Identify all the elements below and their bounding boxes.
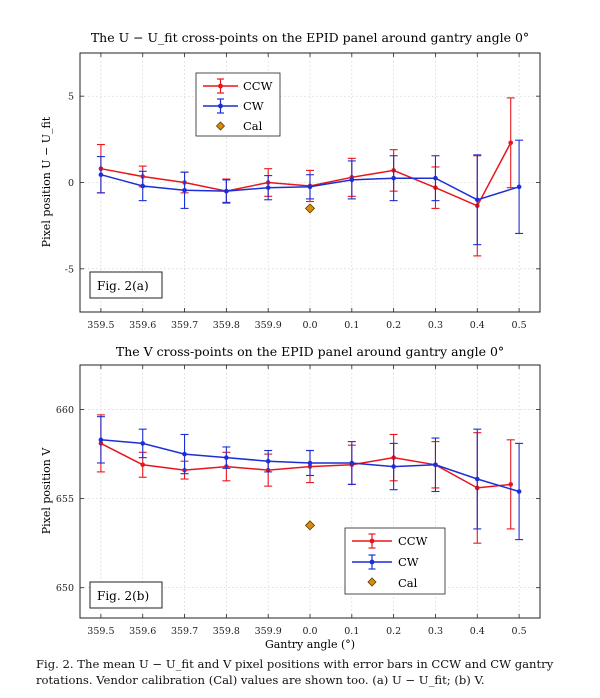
chart-a-cal-point [304, 203, 316, 214]
chart-a-cw-point [349, 177, 355, 183]
chart-a-title: The U − U_fit cross-points on the EPID p… [91, 30, 529, 45]
chart-a-xtick-label: 0.3 [428, 320, 443, 331]
chart-b-cw-point [433, 462, 438, 468]
chart-b-xtick-label: 0.3 [428, 626, 443, 637]
chart-b-cw-point [224, 455, 229, 460]
chart-a-marks [96, 97, 524, 257]
chart-a-legend: CCW CW Cal [195, 72, 281, 137]
chart-b-xtick-label: 0.0 [302, 626, 317, 637]
chart-b-ccw-point [508, 482, 514, 487]
chart-b-ytick-label: 650 [56, 583, 74, 594]
chart-a-xtick-label: 0.4 [470, 320, 485, 331]
chart-b-legend-ccw-symbol [352, 533, 392, 549]
chart-b-legend-cal: Cal [398, 576, 418, 590]
chart-a-legend-cal: Cal [243, 119, 263, 133]
chart-a-xtick-label: 0.1 [344, 320, 359, 331]
chart-b-ccw-point [140, 462, 146, 468]
chart-a-legend-ccw-symbol [203, 78, 238, 94]
chart-b-ytick-label: 655 [56, 494, 74, 505]
chart-b-title: The V cross-points on the EPID panel aro… [116, 344, 504, 359]
chart-b-xtick-label: 359.9 [255, 626, 282, 637]
chart-b-cw-point [182, 451, 187, 457]
chart-b-cw-point [474, 476, 480, 482]
chart-b-legend-ccw: CCW [398, 534, 428, 548]
chart-a-ytick-label: 0 [68, 178, 74, 189]
chart-a-xtick-label: 0.2 [386, 320, 401, 331]
figure-caption: Fig. 2. The mean U − U_fit and V pixel p… [36, 657, 554, 687]
chart-a-panel-label: Fig. 2(a) [97, 279, 149, 293]
chart-panel-a: The U − U_fit cross-points on the EPID p… [40, 30, 541, 331]
chart-a-legend-cal-symbol [215, 121, 226, 131]
chart-b-xtick-label: 0.2 [386, 626, 401, 637]
chart-b-cw-point [516, 489, 522, 494]
chart-b-ticks: 359.5 359.6 359.7 359.8 359.9 0.0 0.1 0.2 0.3 0.4… [56, 365, 540, 637]
chart-a-cw-point [433, 175, 438, 181]
chart-a-cw-point [307, 184, 313, 190]
chart-b-panel-label: Fig. 2(b) [97, 589, 149, 603]
chart-b-ylabel: Pixel position V [40, 447, 53, 535]
chart-a-ticks: 359.5 359.6 359.7 359.8 359.9 0.0 0.1 0.2 0.3 0.4… [65, 53, 540, 331]
chart-b-xtick-label: 359.8 [213, 626, 240, 637]
chart-a-cw-point [182, 187, 187, 193]
chart-a-cw-point [98, 172, 104, 178]
chart-a-legend-ccw: CCW [243, 79, 273, 93]
chart-a-cw-point [265, 185, 271, 190]
chart-b-legend-cw-symbol [352, 554, 392, 570]
chart-a-legend-box [195, 72, 281, 137]
chart-b-legend-box [344, 527, 446, 595]
chart-b-cw-point [98, 437, 104, 443]
chart-b-xtick-label: 0.1 [344, 626, 359, 637]
chart-a-xtick-label: 359.7 [171, 320, 198, 331]
chart-a-cw-point [474, 197, 480, 203]
chart-a-ytick-label: -5 [65, 264, 74, 275]
chart-a-cw-point [140, 183, 146, 189]
chart-a-xtick-label: 359.8 [213, 320, 240, 331]
chart-a-cw-point [391, 175, 396, 181]
chart-panel-b: The V cross-points on the EPID panel aro… [40, 344, 541, 651]
chart-a-xtick-label: 0.0 [302, 320, 317, 331]
chart-b-marks [96, 414, 524, 544]
chart-a-cw-point [224, 188, 229, 194]
chart-b-legend: CCW CW Cal [344, 527, 446, 595]
chart-b-legend-cw: CW [398, 555, 419, 569]
chart-b-xtick-label: 359.6 [129, 626, 156, 637]
chart-b-cw-point [307, 460, 313, 466]
chart-b-legend-cal-symbol [367, 577, 377, 587]
chart-b-plot-area [79, 364, 541, 619]
chart-a-panel-label-box: Fig. 2(a) [89, 271, 163, 299]
chart-b-cw-point [349, 460, 355, 466]
chart-b-ytick-label: 660 [56, 405, 74, 416]
chart-b-cal-point [304, 520, 316, 531]
chart-b-xlabel: Gantry angle (°) [265, 638, 355, 651]
chart-b-xtick-label: 0.5 [512, 626, 527, 637]
chart-b-panel-label-box: Fig. 2(b) [89, 581, 163, 609]
chart-b-cw-point [265, 458, 271, 464]
chart-b-cw-point [140, 441, 146, 446]
chart-a-legend-cw: CW [243, 99, 264, 113]
chart-a-cw-point [516, 184, 522, 190]
chart-a-ytick-label: 5 [68, 92, 74, 103]
chart-b-cw-point [391, 464, 396, 469]
chart-a-xtick-label: 0.5 [512, 320, 527, 331]
chart-b-xtick-label: 359.5 [87, 626, 114, 637]
chart-a-xtick-label: 359.9 [255, 320, 282, 331]
chart-a-xtick-label: 359.6 [129, 320, 156, 331]
chart-a-ccw-point [508, 140, 514, 146]
chart-a-ylabel: Pixel position U − U_fit [40, 116, 53, 247]
chart-a-xtick-label: 359.5 [87, 320, 114, 331]
chart-b-xtick-label: 0.4 [470, 626, 485, 637]
chart-b-xtick-label: 359.7 [171, 626, 198, 637]
chart-a-legend-cw-symbol [203, 98, 238, 114]
